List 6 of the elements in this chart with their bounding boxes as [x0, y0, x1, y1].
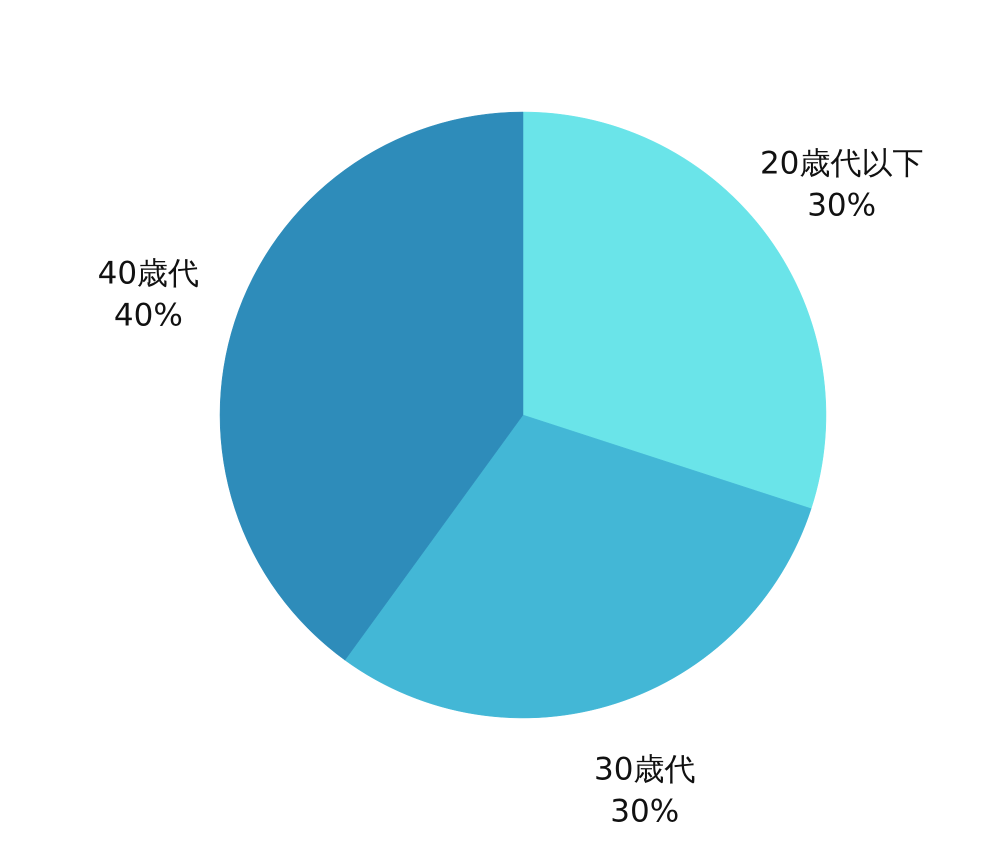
- data-label: 30%: [610, 794, 680, 830]
- slice-label: 20歳代以下: [760, 145, 924, 182]
- slice-label: 30歳代: [594, 752, 696, 788]
- data-label: 30%: [807, 187, 876, 224]
- data-label: 40%: [114, 297, 183, 334]
- slice-label: 40歳代: [98, 255, 200, 292]
